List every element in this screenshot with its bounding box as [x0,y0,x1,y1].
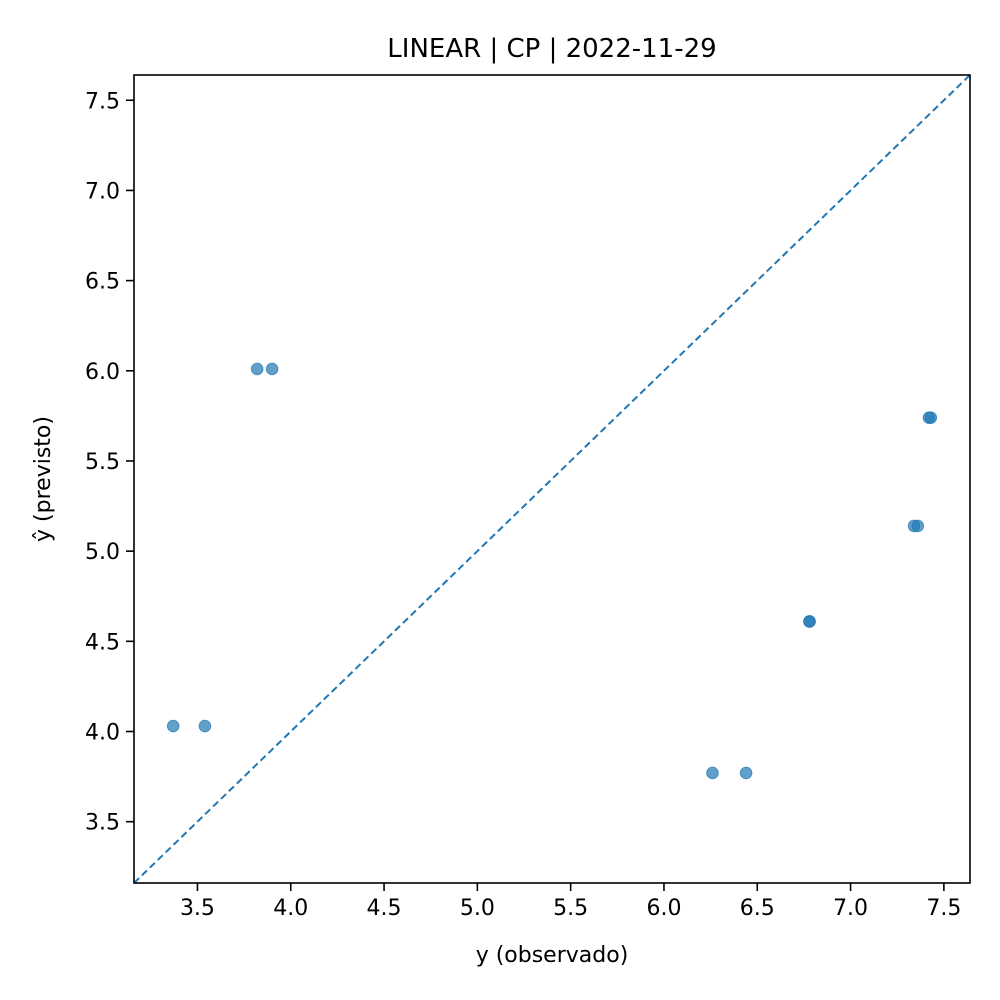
data-point-3 [250,362,264,376]
x-axis: 3.5 4.0 4.5 5.0 5.5 6.0 6.5 7.0 7.5 [180,883,961,921]
y-tick-label: 3.5 [85,811,120,836]
y-axis: 3.5 4.0 4.5 5.0 5.5 6.0 6.5 7.0 7.5 [85,89,134,836]
x-tick-label: 5.5 [553,896,588,921]
data-point-10 [911,519,925,533]
x-tick-label: 4.5 [367,896,402,921]
reference-line [134,75,970,883]
x-axis-label: y (observado) [476,943,629,968]
y-tick-label: 7.0 [85,179,120,204]
chart-title: LINEAR | CP | 2022-11-29 [387,34,716,64]
y-tick-label: 5.0 [85,540,120,565]
data-point-8 [803,615,816,628]
x-tick-label: 7.5 [926,896,961,921]
plot-frame [133,74,971,884]
data-point-12 [924,411,938,424]
data-point-2 [198,719,212,733]
y-tick-label: 4.5 [85,630,120,655]
y-tick-label: 6.0 [85,360,120,385]
data-point-4 [265,362,279,376]
x-tick-label: 6.5 [740,896,775,921]
x-tick-label: 4.0 [273,896,308,921]
y-tick-label: 6.5 [85,270,120,295]
data-point-1 [166,719,180,733]
x-tick-label: 3.5 [180,896,215,921]
y-tick-label: 4.0 [85,721,120,746]
x-tick-label: 6.0 [646,896,681,921]
y-tick-label: 5.5 [85,450,120,475]
x-tick-label: 5.0 [460,896,495,921]
y-tick-label: 7.5 [85,89,120,114]
data-layer [134,75,970,883]
data-point-6 [739,766,753,780]
plot-area [133,74,971,884]
data-point-5 [706,766,719,780]
y-axis-label: ŷ (previsto) [31,416,56,542]
x-tick-label: 7.0 [833,896,868,921]
